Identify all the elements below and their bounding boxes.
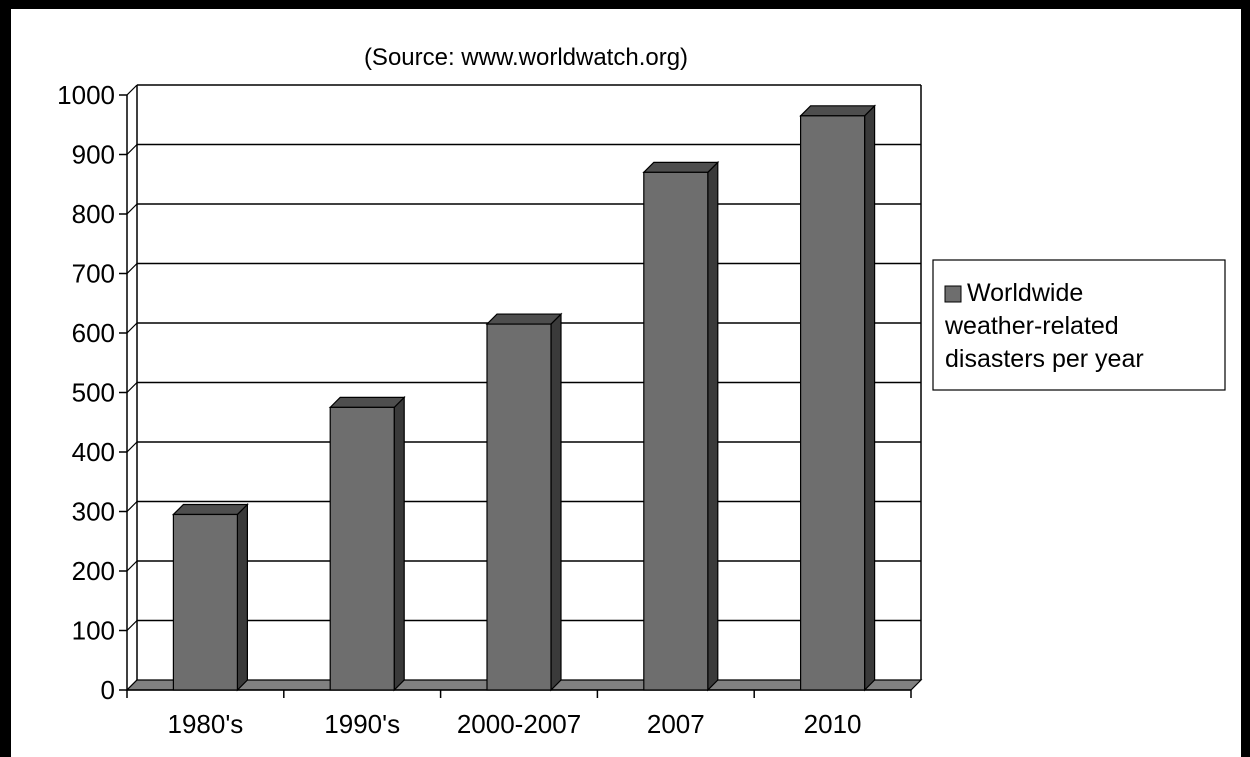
gridline-diagonal — [126, 84, 138, 96]
y-tick-label: 600 — [72, 318, 115, 348]
bar-side — [550, 312, 562, 692]
bars — [171, 104, 877, 692]
legend-label: weather-related — [944, 312, 1119, 340]
x-tick-label: 2000-2007 — [457, 709, 581, 739]
legend-label: disasters per year — [945, 345, 1144, 373]
gridline-diagonal — [126, 144, 138, 155]
bar-top — [171, 503, 249, 516]
gridline-diagonal — [126, 203, 138, 215]
bar — [642, 160, 720, 692]
bar-top — [642, 161, 720, 173]
bar-side — [707, 160, 719, 692]
bar — [485, 312, 563, 692]
y-tick-label: 400 — [72, 437, 115, 467]
bar-front — [486, 323, 552, 691]
legend-label: Worldwide — [967, 279, 1083, 307]
bar — [328, 395, 406, 692]
y-tick-label: 900 — [72, 140, 115, 170]
axes: 0 100 200 300 400 500 600 700 800 900 1000 1980's 19… — [57, 80, 912, 739]
bar-top — [799, 105, 877, 117]
gridline-diagonal — [126, 560, 138, 572]
bar-side — [863, 104, 876, 692]
bar-front — [172, 513, 238, 691]
gridline-diagonal — [126, 382, 138, 393]
bar-front — [799, 115, 866, 691]
bar-top — [485, 313, 563, 325]
x-tick-label: 2010 — [804, 709, 862, 739]
legend-box — [932, 259, 1226, 391]
x-tick-label: 2007 — [647, 709, 705, 739]
gridline-diagonal — [126, 501, 138, 512]
y-tick-label: 500 — [72, 378, 115, 408]
bar-chart: (Source: www.worldwatch.org) 0 100 200 300 4… — [57, 44, 1226, 739]
bar-front — [643, 171, 709, 691]
bar-side — [393, 395, 405, 692]
legend-swatch — [944, 285, 962, 303]
bar — [171, 503, 249, 692]
y-tick-label: 200 — [72, 556, 115, 586]
y-tick-label: 300 — [72, 497, 115, 527]
x-tick-label: 1990's — [324, 709, 400, 739]
x-tick-label: 1980's — [167, 709, 243, 739]
bar-side — [236, 503, 248, 692]
legend: Worldwide weather-related disasters per ye… — [932, 259, 1226, 391]
y-tick-label: 1000 — [57, 80, 115, 110]
y-tick-label: 800 — [72, 199, 115, 229]
gridline-diagonal — [126, 263, 138, 274]
gridline-diagonal — [126, 620, 138, 631]
y-tick-label: 0 — [101, 675, 115, 705]
chart-subtitle: (Source: www.worldwatch.org) — [364, 44, 688, 71]
bar-top — [328, 396, 406, 408]
y-tick-label: 100 — [72, 616, 115, 646]
gridline-diagonal — [126, 322, 138, 334]
gridline-diagonal — [126, 441, 138, 453]
y-tick-label: 700 — [72, 259, 115, 289]
chart-frame: (Source: www.worldwatch.org) 0 100 200 300 4… — [11, 9, 1241, 757]
bar-front — [329, 406, 395, 691]
bar — [799, 104, 877, 692]
